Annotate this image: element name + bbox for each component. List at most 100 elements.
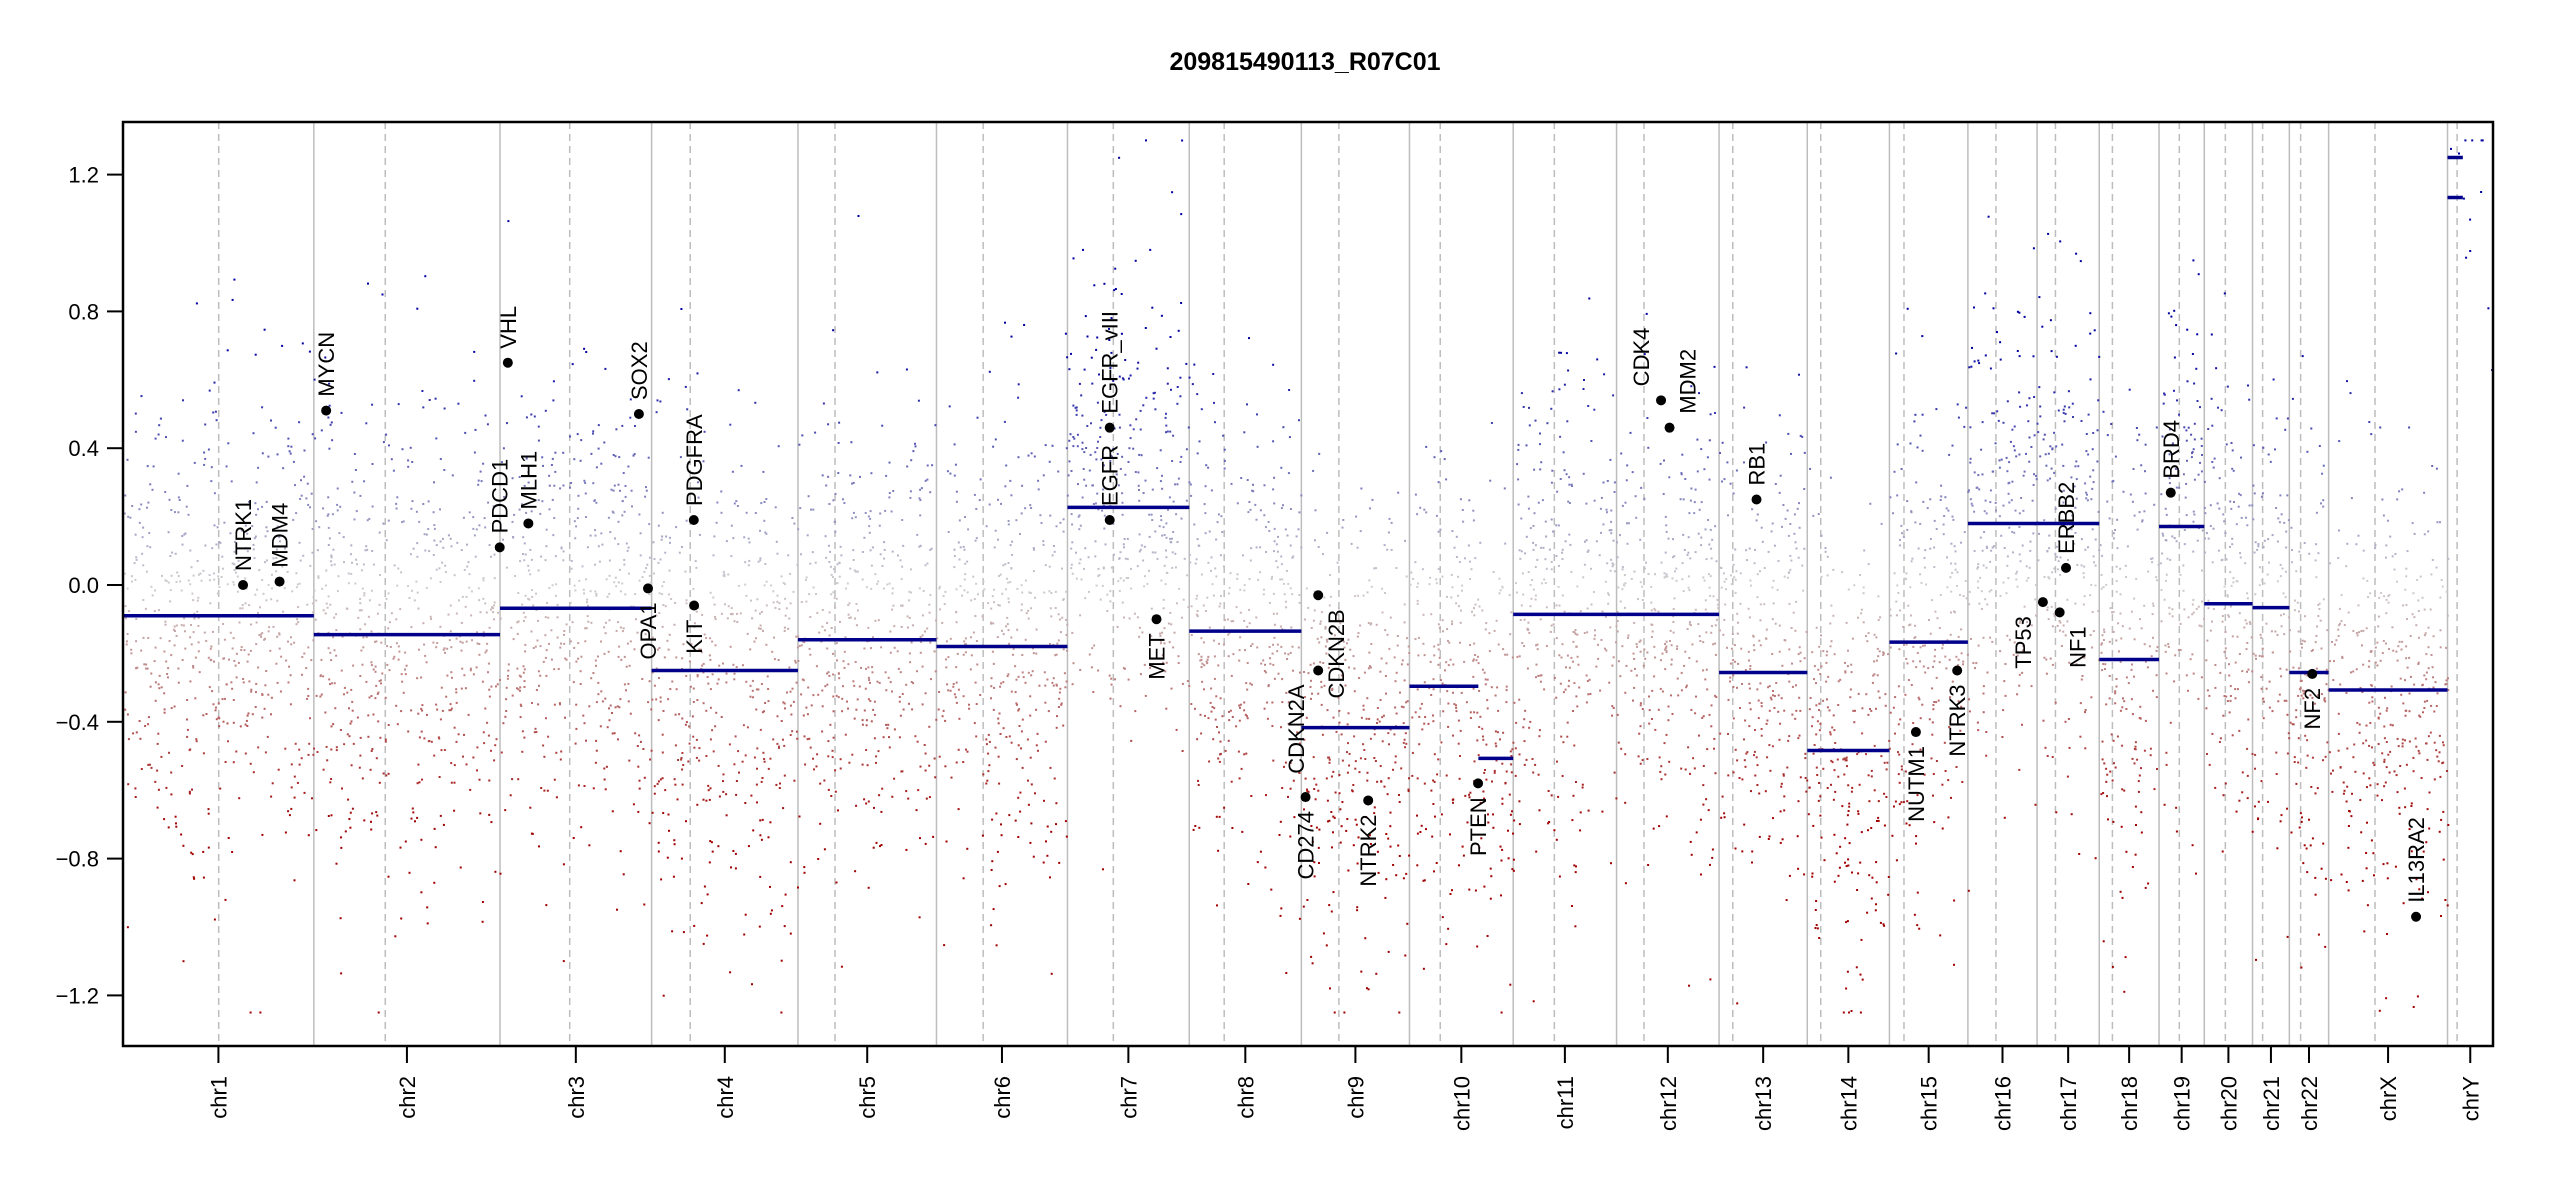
probe-point bbox=[126, 640, 128, 643]
probe-point bbox=[755, 637, 757, 640]
probe-point bbox=[829, 550, 832, 553]
probe-point bbox=[1319, 622, 1322, 625]
probe-point bbox=[684, 723, 687, 726]
probe-point bbox=[1429, 576, 1432, 579]
probe-point bbox=[1035, 628, 1038, 631]
probe-point bbox=[1684, 478, 1687, 480]
probe-point bbox=[1609, 626, 1612, 629]
probe-point bbox=[998, 712, 1001, 715]
probe-point bbox=[1792, 611, 1795, 614]
probe-point bbox=[233, 569, 236, 571]
probe-point bbox=[1344, 684, 1347, 687]
probe-point bbox=[953, 693, 956, 696]
probe-point bbox=[1446, 690, 1449, 693]
probe-point bbox=[350, 688, 353, 691]
probe-point bbox=[1509, 983, 1512, 986]
probe-point bbox=[1186, 680, 1189, 683]
probe-point bbox=[295, 586, 298, 589]
probe-point bbox=[1143, 585, 1146, 588]
probe-point bbox=[1585, 674, 1588, 677]
probe-point bbox=[411, 461, 414, 463]
probe-point bbox=[1598, 554, 1601, 557]
probe-point bbox=[284, 547, 286, 550]
probe-point bbox=[990, 622, 992, 625]
probe-point bbox=[1238, 719, 1241, 722]
probe-point bbox=[212, 703, 215, 706]
probe-point bbox=[554, 594, 557, 597]
probe-point bbox=[1070, 547, 1073, 550]
probe-point bbox=[258, 634, 261, 636]
probe-point bbox=[359, 736, 362, 739]
probe-point bbox=[524, 553, 527, 556]
probe-point bbox=[1021, 484, 1024, 487]
probe-point bbox=[1326, 709, 1329, 712]
probe-point bbox=[1096, 401, 1099, 404]
probe-point bbox=[886, 583, 889, 586]
probe-point bbox=[1122, 579, 1125, 582]
probe-point bbox=[1007, 581, 1010, 584]
probe-point bbox=[718, 795, 721, 798]
probe-point bbox=[423, 737, 426, 740]
probe-point bbox=[1689, 840, 1692, 843]
probe-point bbox=[767, 688, 770, 690]
probe-point bbox=[1777, 560, 1780, 562]
probe-point bbox=[1451, 623, 1453, 625]
probe-point bbox=[921, 634, 924, 637]
probe-point bbox=[536, 639, 539, 642]
probe-point bbox=[1529, 605, 1532, 608]
probe-point bbox=[873, 713, 876, 716]
probe-point bbox=[428, 740, 431, 742]
probe-point bbox=[303, 475, 306, 478]
probe-point bbox=[1680, 671, 1683, 674]
probe-point bbox=[1483, 771, 1486, 774]
probe-point bbox=[1037, 479, 1040, 482]
probe-point bbox=[1317, 789, 1320, 792]
probe-point bbox=[1129, 424, 1132, 427]
probe-point bbox=[558, 702, 561, 705]
probe-point bbox=[1129, 374, 1132, 377]
probe-point bbox=[765, 498, 768, 500]
probe-point bbox=[1710, 557, 1713, 560]
probe-point bbox=[397, 567, 400, 570]
probe-point bbox=[1447, 725, 1450, 728]
probe-point bbox=[1328, 904, 1331, 907]
probe-point bbox=[1396, 644, 1399, 647]
probe-point bbox=[1664, 668, 1667, 671]
probe-point bbox=[559, 758, 562, 761]
probe-point bbox=[1273, 476, 1276, 479]
probe-point bbox=[1208, 760, 1211, 763]
probe-point bbox=[1717, 607, 1720, 610]
probe-point bbox=[1363, 671, 1366, 674]
probe-point bbox=[1778, 650, 1781, 653]
probe-point bbox=[777, 445, 780, 448]
probe-point bbox=[343, 686, 346, 689]
probe-point bbox=[875, 755, 878, 758]
probe-point bbox=[629, 416, 632, 419]
probe-point bbox=[763, 501, 766, 503]
probe-point bbox=[885, 474, 888, 477]
probe-point bbox=[247, 653, 250, 656]
probe-point bbox=[252, 548, 255, 551]
probe-point bbox=[333, 649, 336, 652]
probe-point bbox=[1341, 526, 1344, 529]
probe-point bbox=[1373, 806, 1376, 809]
probe-point bbox=[1798, 502, 1800, 505]
probe-point bbox=[379, 679, 382, 682]
probe-point bbox=[1255, 518, 1258, 521]
probe-point bbox=[1204, 485, 1207, 488]
probe-point bbox=[1552, 530, 1554, 533]
probe-point bbox=[1245, 752, 1248, 755]
probe-point bbox=[192, 666, 195, 669]
probe-point bbox=[495, 685, 497, 688]
probe-point bbox=[1042, 474, 1045, 477]
probe-point bbox=[148, 763, 151, 766]
probe-point bbox=[633, 648, 636, 651]
probe-point bbox=[1621, 568, 1624, 571]
probe-point bbox=[856, 570, 859, 573]
probe-point bbox=[1370, 622, 1373, 625]
probe-point bbox=[1477, 662, 1480, 665]
probe-point bbox=[814, 431, 817, 434]
probe-point bbox=[1799, 434, 1802, 437]
probe-point bbox=[209, 647, 212, 650]
probe-point bbox=[615, 629, 618, 632]
